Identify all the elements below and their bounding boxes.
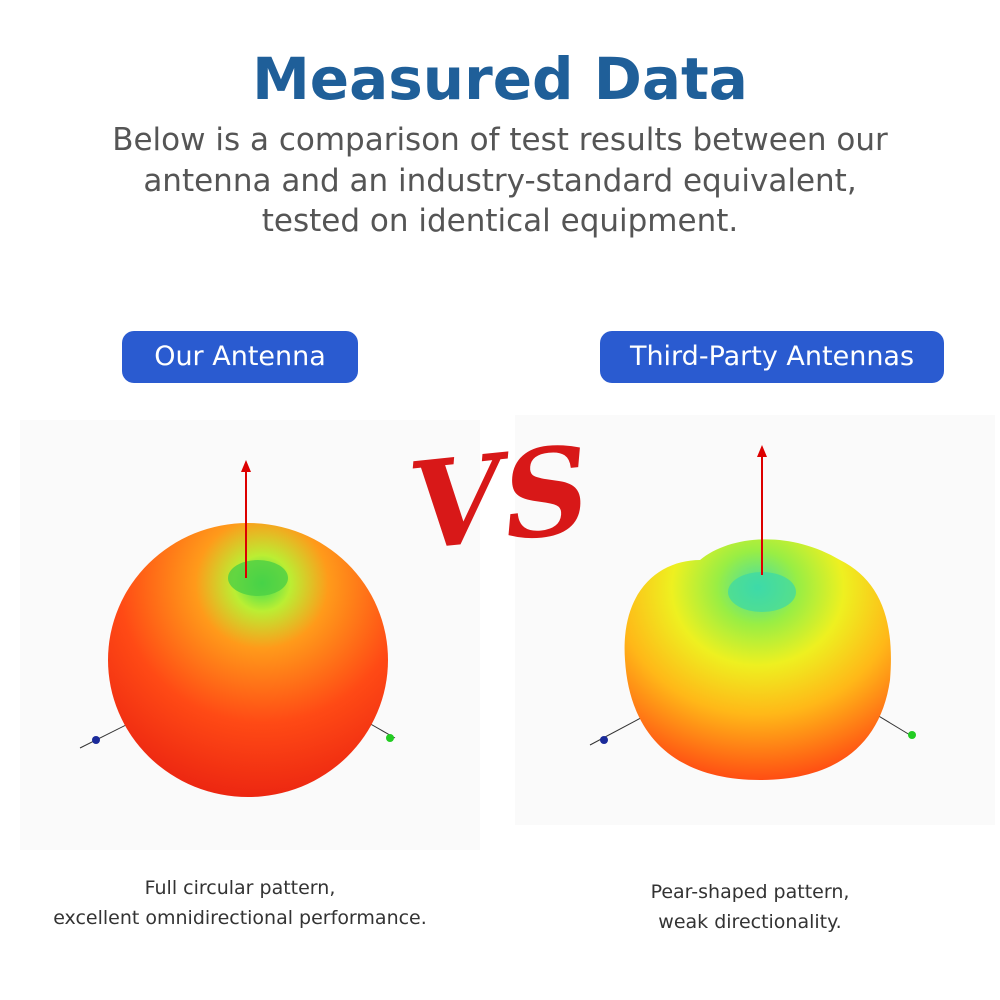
- arrow: [757, 445, 767, 457]
- caption: Pear-shaped pattern, weak directionality…: [510, 877, 990, 937]
- axis-end: [92, 736, 100, 744]
- axis-end: [600, 736, 608, 744]
- vs-mark: VS: [403, 419, 597, 578]
- pattern-null: [728, 572, 796, 612]
- caption-line: weak directionality.: [658, 911, 842, 933]
- axis-end: [908, 731, 916, 739]
- caption: Full circular pattern, excellent omnidir…: [0, 873, 480, 933]
- badge: Our Antenna: [122, 331, 358, 383]
- caption-line: Full circular pattern,: [144, 877, 336, 899]
- pattern: [624, 539, 891, 780]
- pattern: [108, 523, 388, 797]
- title: Measured Data: [252, 45, 748, 113]
- subtitle: antenna and an industry-standard equival…: [143, 163, 857, 199]
- axis-end: [386, 734, 394, 742]
- caption-line: Pear-shaped pattern,: [650, 881, 850, 903]
- badge: Third-Party Antennas: [600, 331, 944, 383]
- subtitle: tested on identical equipment.: [261, 203, 739, 239]
- arrow: [241, 460, 251, 472]
- subtitle: Below is a comparison of test results be…: [112, 122, 888, 158]
- pattern-null: [228, 560, 288, 596]
- caption-line: excellent omnidirectional performance.: [53, 907, 427, 929]
